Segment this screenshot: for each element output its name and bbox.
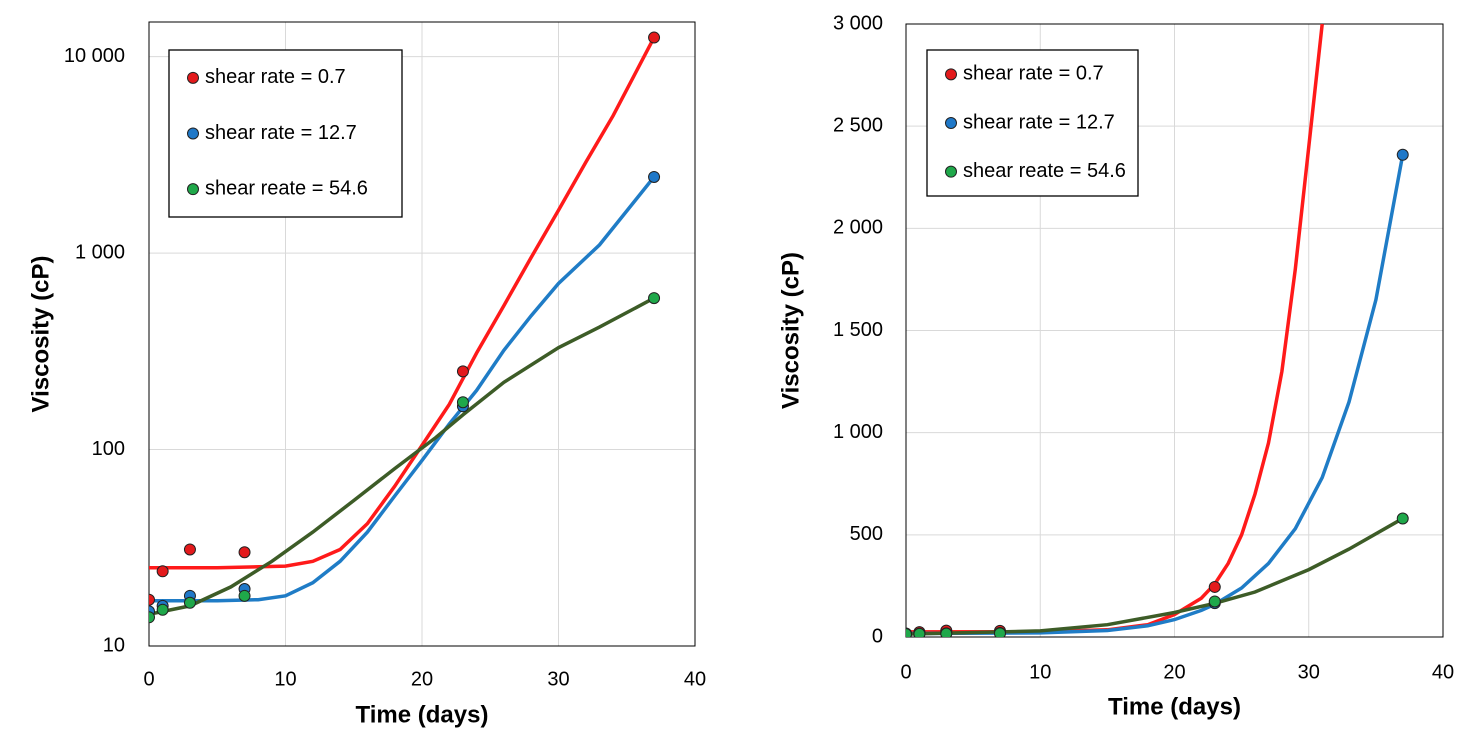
data-point [940,627,953,637]
y-tick-label: 500 [850,523,883,545]
plot-clip [906,24,1409,637]
y-axis-title: Viscosity (cP) [777,252,804,409]
data-point [1396,512,1409,525]
data-point [156,603,169,616]
x-tick-label: 30 [547,668,569,690]
data-point [1396,148,1409,161]
data-point [1208,580,1221,593]
legend-marker [187,183,199,196]
y-tick-label: 1 000 [75,241,125,263]
x-tick-label: 20 [1163,661,1185,683]
data-point [156,565,169,578]
data-point [456,365,469,378]
y-axis-title: Viscosity (cP) [27,256,54,413]
data-point [648,31,661,44]
data-point [648,292,661,305]
legend-marker [945,117,957,129]
x-axis-title: Time (days) [356,701,489,728]
x-tick-label: 30 [1298,661,1320,683]
legend-marker [187,71,199,84]
y-tick-label: 1 500 [833,319,883,341]
data-point [456,396,469,409]
legend-label: shear rate = 12.7 [205,122,357,144]
legend-label: shear reate = 54.6 [963,160,1126,182]
y-tick-label: 100 [92,438,125,460]
legend-marker [187,127,199,140]
legend-label: shear rate = 0.7 [963,63,1104,85]
x-tick-label: 20 [411,668,433,690]
data-point [238,546,251,559]
fit-curve [906,154,1405,636]
x-axis-title: Time (days) [1108,693,1241,720]
x-tick-label: 10 [1029,661,1051,683]
x-tick-label: 40 [684,668,706,690]
y-tick-label: 2 000 [833,217,883,239]
x-tick-label: 10 [274,668,296,690]
fit-curve [149,36,656,570]
y-tick-label: 0 [872,625,883,647]
plot-clip [149,31,661,624]
data-point [648,170,661,183]
data-point [149,611,155,624]
x-tick-label: 0 [143,668,154,690]
y-tick-label: 10 000 [64,45,125,67]
y-tick-label: 1 000 [833,421,883,443]
legend-label: shear reate = 54.6 [205,177,368,199]
x-tick-label: 40 [1432,661,1454,683]
y-tick-label: 10 [103,634,125,656]
data-point [238,589,251,602]
legend-label: shear rate = 0.7 [205,66,346,88]
x-tick-label: 0 [900,661,911,683]
data-point [183,596,196,609]
data-point [1208,595,1221,608]
data-point [913,627,926,637]
data-point [183,543,196,556]
data-point [149,593,155,606]
fit-curve [906,516,1404,636]
y-tick-label: 2 500 [833,114,883,136]
plot-frame [905,23,1444,638]
y-tick-label: 3 000 [833,12,883,34]
data-point [993,627,1006,637]
fit-curve [149,175,656,603]
legend-marker [945,68,957,81]
legend-box [168,49,403,218]
legend-box [926,49,1139,197]
legend-marker [945,165,957,178]
fit-curve [149,296,655,617]
data-point [906,628,912,637]
legend-label: shear rate = 12.7 [963,111,1115,133]
plot-frame [148,21,696,647]
